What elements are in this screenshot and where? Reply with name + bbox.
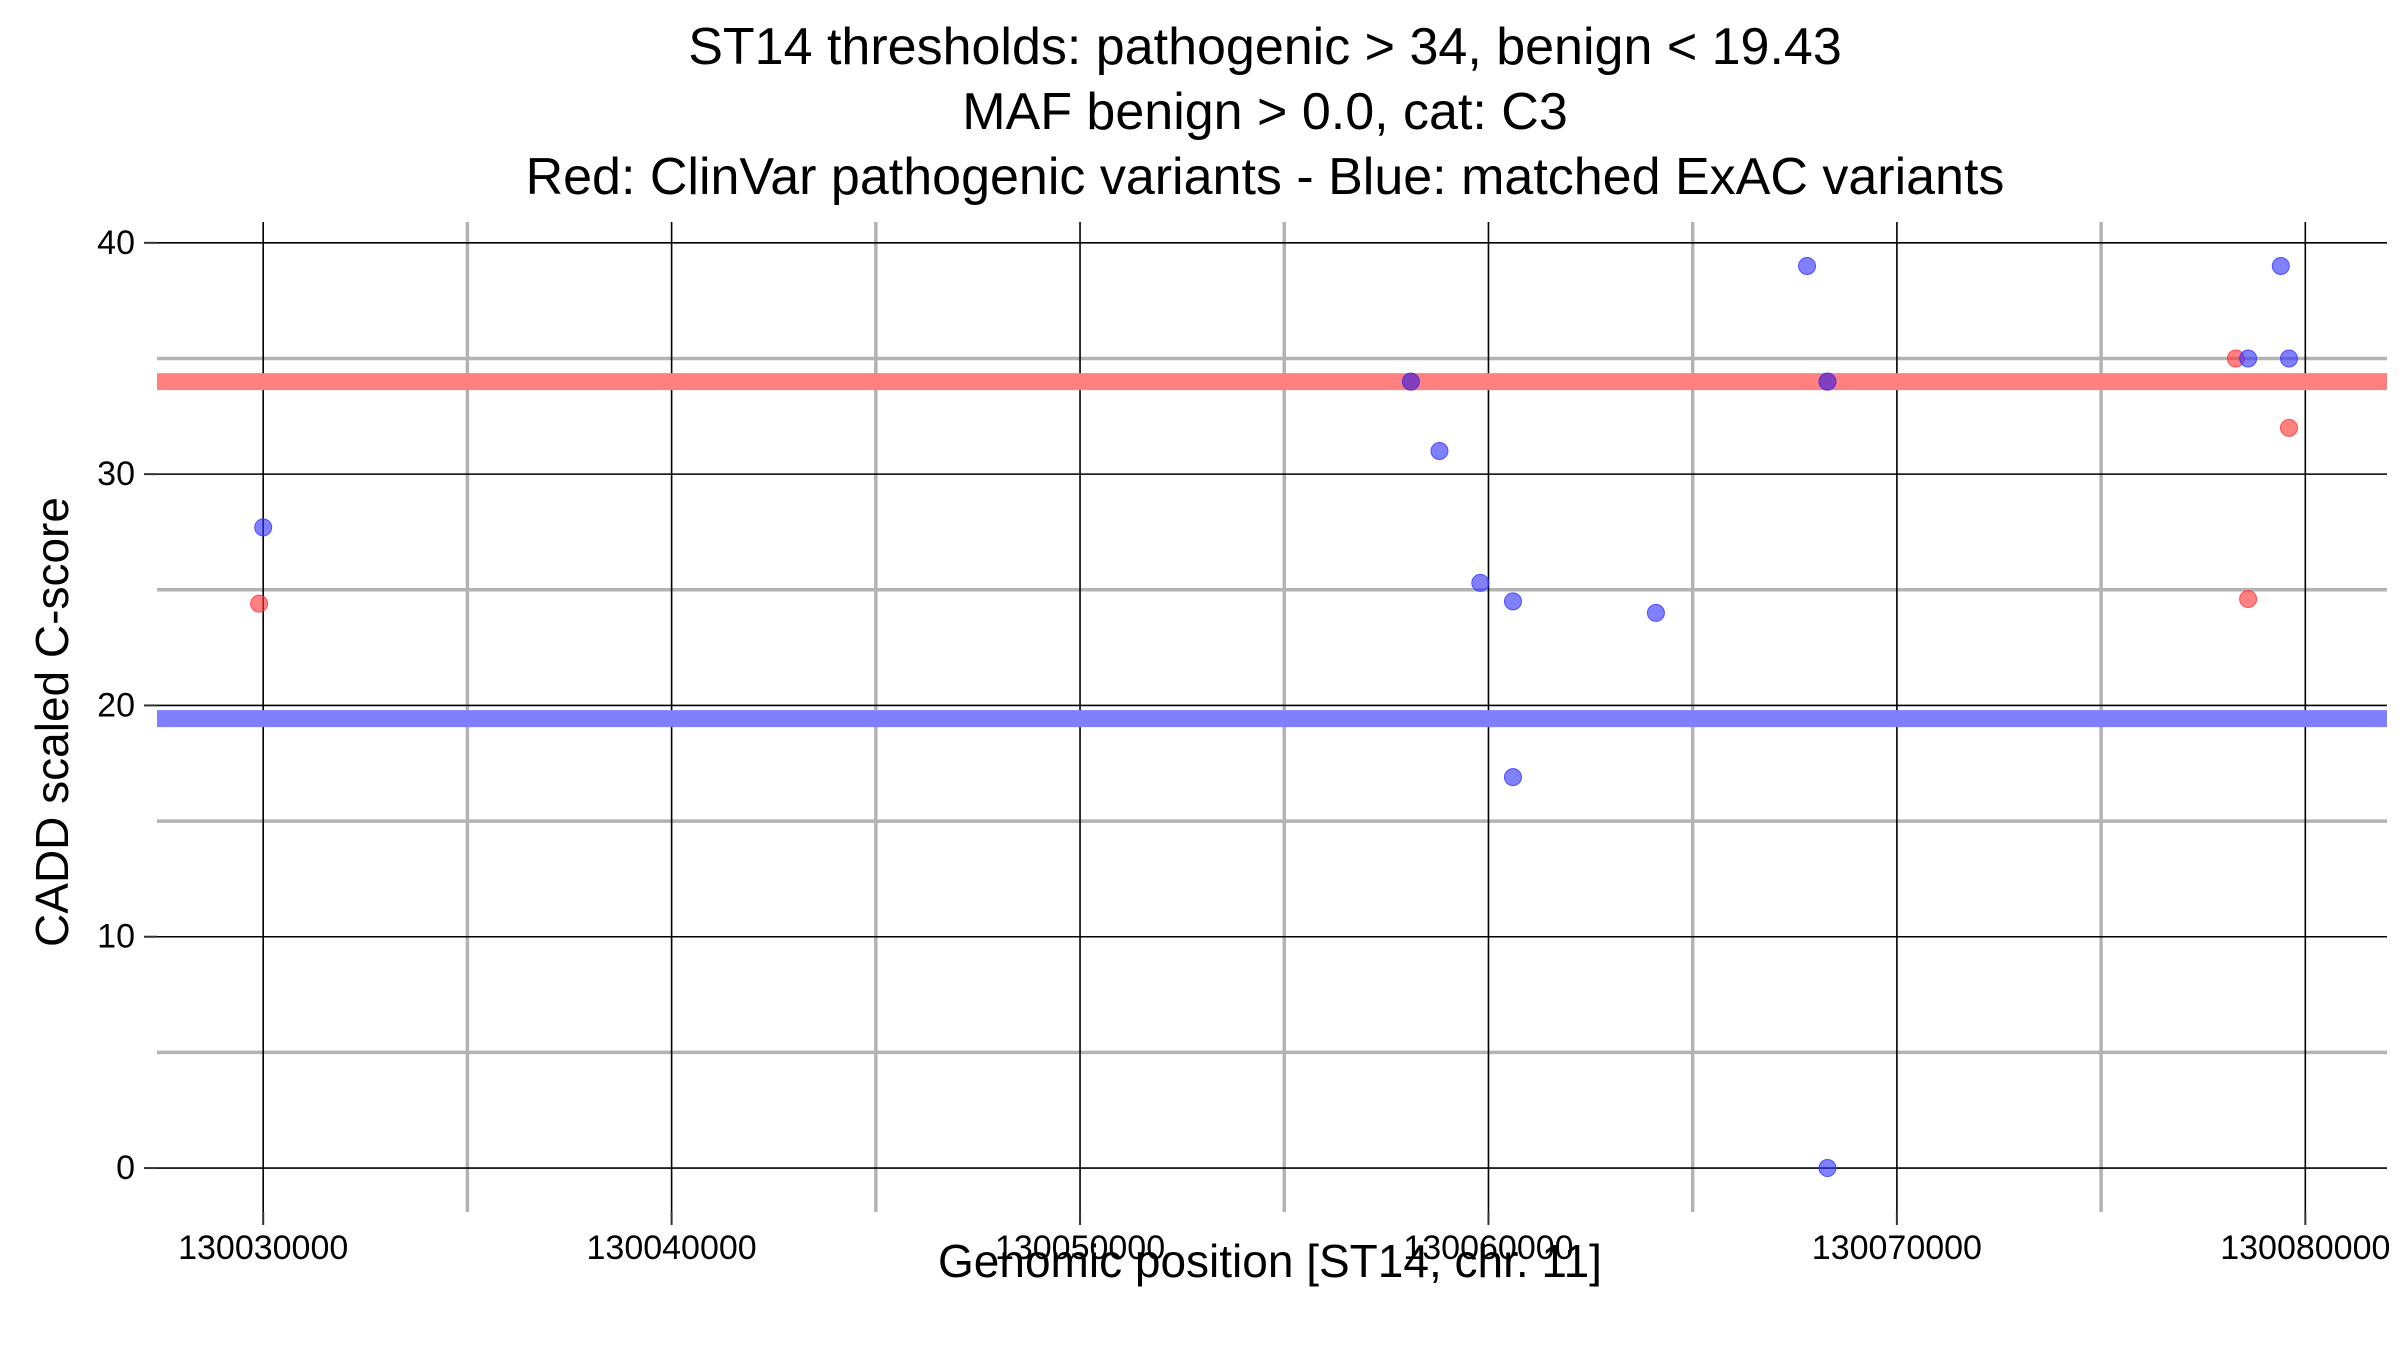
y-tick-label: 10: [97, 918, 135, 956]
x-tick-label: 130050000: [995, 1229, 1165, 1267]
x-tick-label: 130040000: [587, 1229, 757, 1267]
y-axis-label: CADD scaled C-score: [26, 497, 78, 947]
y-tick-label: 20: [97, 686, 135, 724]
data-points: [250, 256, 2298, 1178]
matched-exac-variants-point: [1818, 1159, 1837, 1178]
y-tick-label: 0: [116, 1149, 135, 1187]
matched-exac-variants-point: [1503, 592, 1522, 611]
matched-exac-variants-point: [1430, 441, 1449, 460]
clinvar-pathogenic-variants-point: [2279, 418, 2298, 437]
matched-exac-variants-point: [1503, 768, 1522, 787]
matched-exac-variants-point: [1471, 573, 1490, 592]
y-tick-label: 40: [97, 224, 135, 262]
matched-exac-variants-point: [1646, 603, 1665, 622]
matched-exac-variants-point: [1401, 372, 1420, 391]
title-line-3: Red: ClinVar pathogenic variants - Blue:…: [526, 148, 2005, 206]
matched-exac-variants-point: [2271, 256, 2290, 275]
matched-exac-variants-point: [2239, 349, 2258, 368]
x-axis-label: Genomic position [ST14, chr. 11]: [938, 1235, 1602, 1287]
x-tick-label: 130060000: [1403, 1229, 1573, 1267]
threshold-lines: [157, 373, 2387, 728]
matched-exac-variants-point: [1818, 372, 1837, 391]
clinvar-pathogenic-variants-point: [250, 594, 269, 613]
matched-exac-variants-point: [1798, 256, 1817, 275]
chart-title: ST14 thresholds: pathogenic > 34, benign…: [526, 18, 2005, 206]
x-tick-label: 130080000: [2220, 1229, 2390, 1267]
tick-labels: 130030000 130040000 130050000 130060000 1300…: [97, 224, 2390, 1267]
matched-exac-variants-point: [2279, 349, 2298, 368]
y-tick-label: 30: [97, 455, 135, 493]
x-tick-label: 130070000: [1812, 1229, 1982, 1267]
title-line-1: ST14 thresholds: pathogenic > 34, benign…: [688, 18, 1842, 76]
clinvar-pathogenic-variants-point: [2239, 590, 2258, 609]
axis-ticks: [144, 241, 2307, 1225]
x-tick-label: 130030000: [178, 1229, 348, 1267]
matched-exac-variants-point: [254, 518, 273, 537]
title-line-2: MAF benign > 0.0, cat: C3: [962, 83, 1568, 141]
